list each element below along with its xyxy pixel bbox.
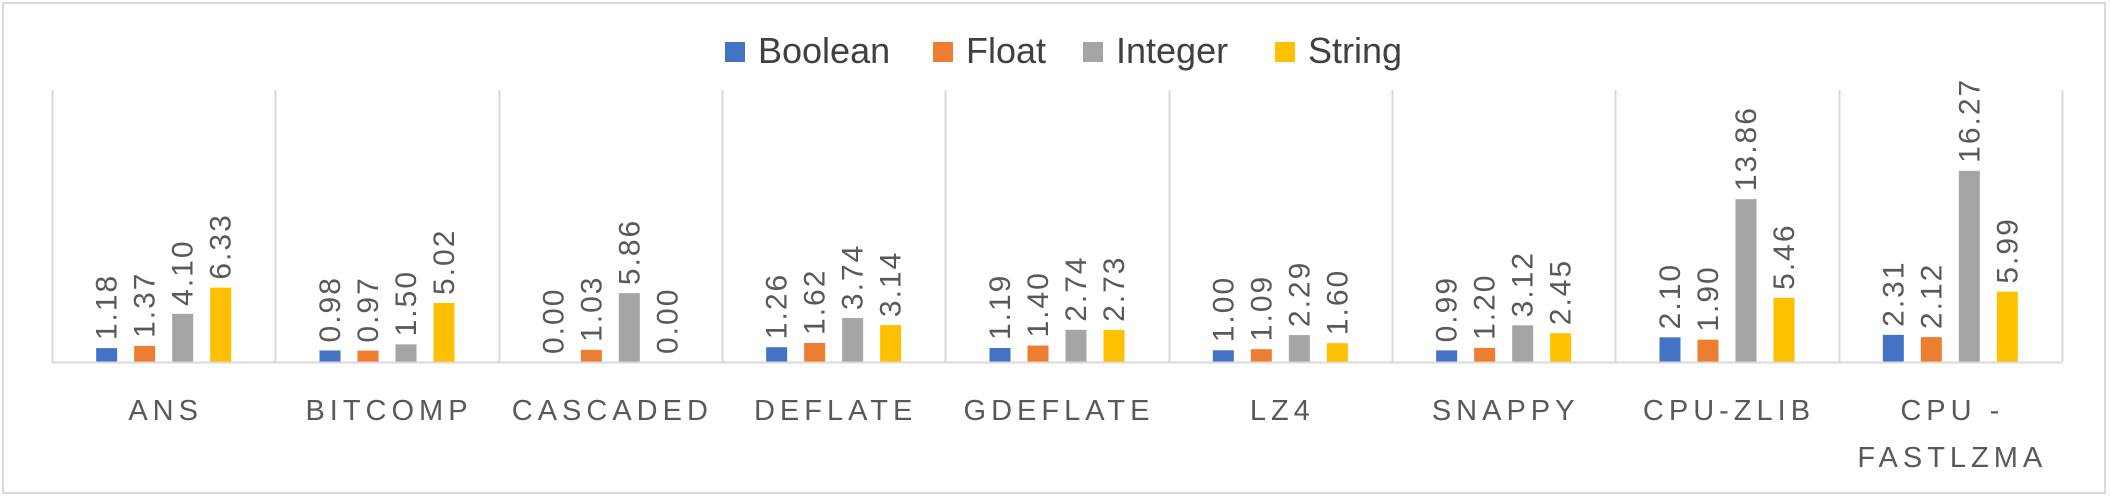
data-label: 5.99 [1991,217,2024,283]
data-label: 2.31 [1877,260,1910,326]
bar-integer [1065,329,1087,362]
data-label: 1.40 [1022,271,1055,337]
bar-boolean [1659,337,1681,362]
data-label: 3.74 [837,244,870,310]
legend-label-boolean: Boolean [758,30,890,71]
legend-swatch-integer [1083,42,1103,62]
data-label: 1.03 [575,276,608,342]
bar-boolean [989,348,1011,362]
data-label: 0.00 [537,288,570,354]
bar-float [134,345,156,362]
data-label: 3.12 [1507,251,1540,317]
category-label: BITCOMP [305,395,472,427]
data-label: 1.18 [91,274,124,340]
category-label: SNAPPY [1432,395,1580,427]
bar-string [1996,291,2018,362]
bar-float [804,342,826,362]
data-label: 1.37 [129,272,162,338]
data-label: 1.00 [1207,276,1240,342]
data-label: 5.46 [1768,223,1801,289]
bar-string [1326,343,1348,362]
bar-boolean [1212,350,1234,362]
data-label: 0.99 [1431,276,1464,342]
bar-integer [395,344,417,362]
data-label: 6.33 [205,213,238,279]
data-label: 2.45 [1545,259,1578,325]
data-label: 1.26 [761,273,794,339]
bar-boolean [1882,334,1904,362]
bar-float [1250,349,1272,362]
data-label: 0.97 [352,276,385,342]
bar-float [580,349,602,362]
bar-integer [1288,335,1310,362]
data-label: 1.60 [1321,269,1354,335]
category-label: DEFLATE [754,395,917,427]
data-label: 0.98 [314,276,347,342]
legend-label-float: Float [966,30,1046,71]
bar-float [1697,339,1719,362]
category-label: GDEFLATE [964,395,1155,427]
data-label: 2.12 [1915,263,1948,329]
legend-label-integer: Integer [1116,30,1228,71]
bar-integer [172,313,194,362]
bar-string [1103,329,1125,362]
data-label: 2.73 [1098,256,1131,322]
data-label: 1.19 [984,274,1017,340]
bar-boolean [1436,350,1458,362]
data-label: 0.00 [651,288,684,354]
data-label: 2.74 [1060,255,1093,321]
bar-integer [1735,199,1757,362]
category-label: LZ4 [1250,395,1315,427]
legend-swatch-string [1275,42,1295,62]
data-label: 2.10 [1654,263,1687,329]
category-label: FASTLZMA [1857,442,2047,474]
category-label: CPU - [1900,395,2004,427]
bar-boolean [766,347,788,362]
category-label: CPU-ZLIB [1643,395,1815,427]
data-label: 16.27 [1953,78,1986,163]
category-label: CASCADED [512,395,713,427]
legend-label-string: String [1308,30,1402,71]
bar-float [357,350,379,362]
bar-integer [618,293,640,362]
bar-boolean [319,350,341,362]
bar-integer [842,318,864,362]
data-label: 1.09 [1245,275,1278,341]
bar-integer [1512,325,1534,362]
data-label: 1.50 [390,270,423,336]
data-label: 4.10 [167,239,200,305]
bar-string [433,303,455,362]
bar-string [1550,333,1572,362]
data-label: 13.86 [1730,106,1763,191]
bar-float [1027,345,1049,362]
legend-swatch-boolean [725,42,745,62]
data-label: 1.90 [1692,265,1725,331]
data-label: 5.86 [613,219,646,285]
bar-string [1773,297,1795,362]
legend-swatch-float [933,42,953,62]
bar-string [880,325,902,362]
bar-boolean [96,348,118,362]
data-label: 2.29 [1283,261,1316,327]
category-label: ANS [128,395,203,427]
bar-integer [1958,170,1980,362]
data-label: 5.02 [428,229,461,295]
bar-float [1474,347,1496,362]
data-label: 3.14 [875,251,908,317]
bar-float [1920,337,1942,362]
bar-string [210,287,232,362]
data-label: 1.62 [799,269,832,335]
data-label: 1.20 [1469,274,1502,340]
